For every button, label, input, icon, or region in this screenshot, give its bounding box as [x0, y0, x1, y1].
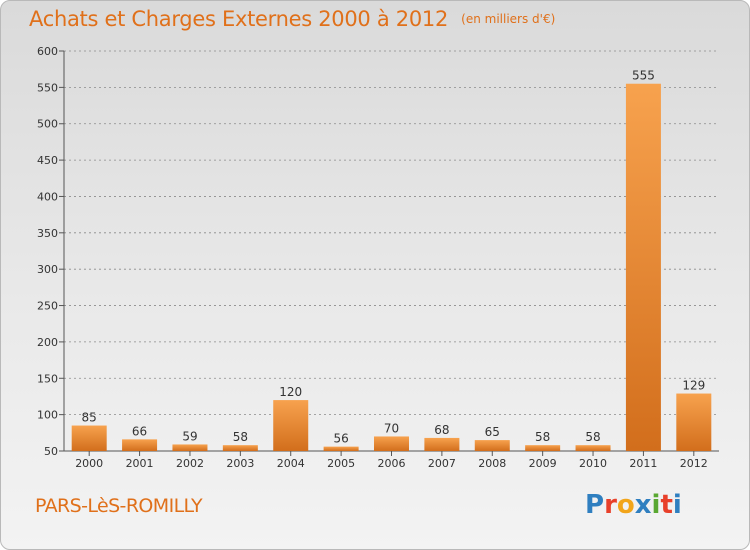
y-tick-label: 500	[37, 118, 58, 131]
bar-2011	[625, 83, 661, 452]
bar-2007	[424, 437, 460, 451]
x-tick-label: 2000	[75, 457, 103, 470]
x-tick-label: 2006	[378, 457, 406, 470]
bar-2009	[525, 445, 561, 451]
bar-2003	[222, 445, 258, 451]
y-tick-label: 400	[37, 190, 58, 203]
label-layer: 85 2000 66 2001 59 2002 58 2003 120 2004 56 2005 70 2…	[75, 69, 708, 470]
x-tick-label: 2012	[680, 457, 708, 470]
title-row: Achats et Charges Externes 2000 à 2012 (…	[29, 7, 555, 31]
value-label: 555	[632, 69, 655, 83]
value-label: 58	[233, 430, 248, 444]
bar-2008	[474, 440, 510, 451]
bar-2005	[323, 446, 359, 451]
bar-layer	[71, 83, 712, 452]
y-tick-label: 300	[37, 263, 58, 276]
y-tick-label: 550	[37, 81, 58, 94]
x-tick-label: 2003	[226, 457, 254, 470]
commune-name: PARS-LèS-ROMILLY	[35, 495, 203, 517]
value-label: 59	[182, 429, 197, 443]
value-label: 65	[485, 425, 500, 439]
proxiti-logo: Proxiti	[585, 490, 682, 520]
y-tick-label: 200	[37, 336, 58, 349]
x-tick-label: 2005	[327, 457, 355, 470]
value-label: 129	[682, 379, 705, 393]
value-label: 58	[535, 430, 550, 444]
value-label: 56	[333, 432, 348, 446]
bar-2004	[273, 400, 309, 451]
x-tick-label: 2001	[126, 457, 154, 470]
x-tick-label: 2008	[478, 457, 506, 470]
x-tick-label: 2007	[428, 457, 456, 470]
chart-unit: (en milliers d'€)	[461, 12, 556, 26]
value-label: 120	[279, 385, 302, 399]
svg-text:Proxiti: Proxiti	[585, 490, 682, 520]
x-tick-label: 2004	[277, 457, 305, 470]
y-tick-label: 450	[37, 154, 58, 167]
bar-2000	[71, 425, 107, 451]
value-label: 58	[585, 430, 600, 444]
axis-layer: 50 100 150 200 250 300 350 400 450 500 550 600	[37, 45, 719, 458]
bar-2002	[172, 444, 208, 451]
bar-2010	[575, 445, 611, 451]
bar-2006	[374, 436, 409, 451]
y-tick-label: 100	[37, 409, 58, 422]
value-label: 66	[132, 424, 147, 438]
y-tick-label: 600	[37, 45, 58, 58]
y-tick-label: 150	[37, 372, 58, 385]
y-tick-label: 250	[37, 300, 58, 313]
value-label: 68	[434, 423, 449, 437]
value-label: 70	[384, 421, 399, 435]
x-tick-label: 2002	[176, 457, 204, 470]
x-tick-label: 2010	[579, 457, 607, 470]
grid-layer	[64, 50, 719, 416]
x-tick-label: 2011	[629, 457, 657, 470]
bar-2012	[676, 393, 712, 451]
y-tick-label: 350	[37, 227, 58, 240]
y-tick-label: 50	[44, 445, 58, 458]
value-label: 85	[82, 411, 97, 425]
chart-title: Achats et Charges Externes 2000 à 2012	[29, 7, 449, 31]
bar-2001	[122, 439, 158, 451]
x-tick-label: 2009	[529, 457, 557, 470]
